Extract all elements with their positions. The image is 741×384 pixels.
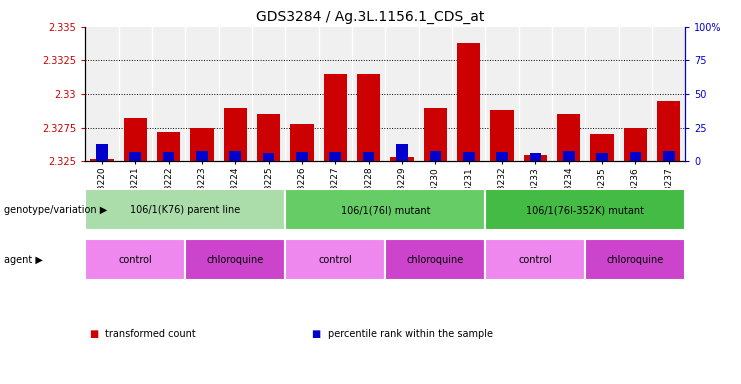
Bar (585, 239, 685, 280)
Bar (290, 124, 313, 161)
Bar (597, 153, 608, 161)
Bar (391, 157, 413, 161)
Bar (491, 110, 514, 161)
Bar (190, 127, 213, 161)
Bar (185, 239, 285, 280)
Bar (630, 152, 641, 161)
Bar (363, 152, 374, 161)
Bar (330, 152, 341, 161)
Text: GDS3284 / Ag.3L.1156.1_CDS_at: GDS3284 / Ag.3L.1156.1_CDS_at (256, 10, 485, 23)
Bar (530, 153, 541, 161)
Bar (124, 118, 147, 161)
Bar (657, 101, 680, 161)
Bar (557, 114, 580, 161)
Bar (285, 239, 385, 280)
Bar (396, 144, 408, 161)
Text: genotype/variation ▶: genotype/variation ▶ (4, 205, 107, 215)
Bar (496, 152, 508, 161)
Bar (130, 152, 141, 161)
Text: chloroquine: chloroquine (207, 255, 264, 265)
Text: chloroquine: chloroquine (407, 255, 464, 265)
Bar (624, 127, 647, 161)
Text: ■: ■ (89, 329, 98, 339)
Bar (224, 108, 247, 161)
Bar (163, 152, 174, 161)
Bar (385, 239, 485, 280)
Bar (524, 155, 547, 161)
Text: control: control (319, 255, 352, 265)
Text: 106/1(K76) parent line: 106/1(K76) parent line (130, 205, 240, 215)
Bar (263, 153, 274, 161)
Bar (563, 151, 574, 161)
Bar (591, 134, 614, 161)
Bar (85, 239, 185, 280)
Bar (457, 43, 480, 161)
Bar (663, 151, 674, 161)
Text: control: control (119, 255, 152, 265)
Bar (96, 144, 107, 161)
Text: 106/1(76I-352K) mutant: 106/1(76I-352K) mutant (526, 205, 645, 215)
Bar (257, 114, 280, 161)
Bar (90, 159, 113, 161)
Text: 106/1(76I) mutant: 106/1(76I) mutant (341, 205, 430, 215)
Bar (485, 239, 585, 280)
Text: control: control (519, 255, 552, 265)
Text: percentile rank within the sample: percentile rank within the sample (328, 329, 493, 339)
Bar (85, 189, 285, 230)
Bar (285, 189, 485, 230)
Bar (296, 152, 308, 161)
Bar (463, 152, 474, 161)
Text: transformed count: transformed count (105, 329, 196, 339)
Bar (157, 132, 180, 161)
Bar (357, 74, 380, 161)
Bar (485, 189, 685, 230)
Bar (430, 151, 441, 161)
Bar (196, 151, 207, 161)
Bar (324, 74, 347, 161)
Text: agent ▶: agent ▶ (4, 255, 42, 265)
Text: chloroquine: chloroquine (607, 255, 664, 265)
Text: ■: ■ (311, 329, 320, 339)
Bar (230, 151, 241, 161)
Bar (424, 108, 447, 161)
